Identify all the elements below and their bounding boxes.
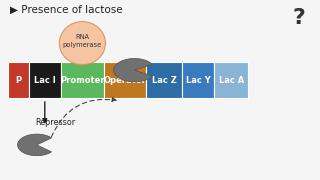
Text: Operator: Operator — [103, 76, 146, 85]
Text: RNA
polymerase: RNA polymerase — [63, 34, 102, 48]
Ellipse shape — [60, 22, 106, 65]
Text: Lac Z: Lac Z — [152, 76, 176, 85]
Wedge shape — [18, 134, 52, 156]
Bar — [104, 62, 146, 98]
Text: ?: ? — [293, 8, 306, 28]
Text: P: P — [15, 76, 21, 85]
Text: Promoter: Promoter — [60, 76, 105, 85]
Bar — [146, 62, 182, 98]
Bar — [214, 62, 248, 98]
FancyArrowPatch shape — [51, 98, 116, 137]
Text: Lac I: Lac I — [34, 76, 56, 85]
Bar — [29, 62, 61, 98]
Bar — [8, 62, 29, 98]
Wedge shape — [114, 58, 152, 82]
Text: Lac A: Lac A — [219, 76, 244, 85]
Bar — [182, 62, 214, 98]
Text: Lac Y: Lac Y — [186, 76, 211, 85]
Bar — [61, 62, 104, 98]
Text: ▶ Presence of lactose: ▶ Presence of lactose — [10, 4, 122, 15]
Text: Repressor: Repressor — [35, 118, 75, 127]
